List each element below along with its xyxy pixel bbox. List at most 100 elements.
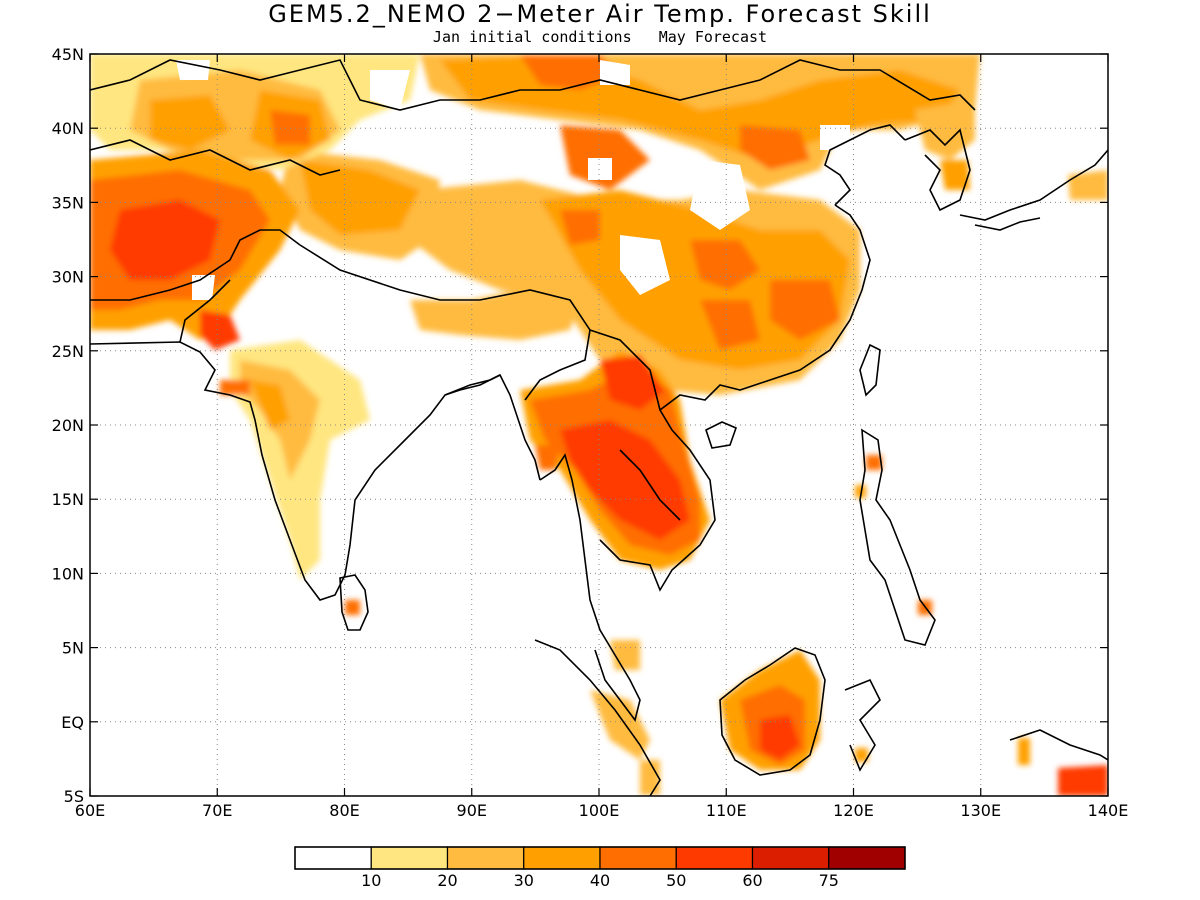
lon-tick-label: 60E xyxy=(75,801,105,820)
lon-tick-label: 90E xyxy=(457,801,487,820)
skill-region xyxy=(760,715,800,760)
grid-lines xyxy=(90,54,1108,796)
lat-tick-label: 15N xyxy=(52,490,84,509)
longitude-labels: 60E 70E 80E 90E 100E 110E 120E 130E 140E xyxy=(75,801,1129,820)
coastline xyxy=(1009,729,1108,761)
skill-region xyxy=(855,748,868,762)
lat-tick-label: EQ xyxy=(61,713,84,732)
skill-region xyxy=(560,420,690,540)
skill-region xyxy=(866,455,882,470)
coastline xyxy=(719,647,826,776)
skill-region xyxy=(560,125,650,190)
skill-region xyxy=(110,200,220,280)
skill-region xyxy=(200,310,240,350)
colorbar-segment xyxy=(751,846,830,870)
low-skill-hole xyxy=(370,70,410,110)
coastline xyxy=(859,428,936,646)
colorbar-label: 40 xyxy=(590,871,610,890)
border xyxy=(90,59,976,111)
coastline xyxy=(859,343,881,397)
colorbar-segment xyxy=(828,846,906,870)
lat-tick-label: 45N xyxy=(52,45,84,64)
lat-tick-label: 10N xyxy=(52,564,84,583)
skill-region xyxy=(300,160,420,235)
border xyxy=(619,449,681,521)
skill-region xyxy=(1018,738,1030,765)
skill-region xyxy=(700,300,760,350)
colorbar-label: 20 xyxy=(437,871,457,890)
lat-tick-label: 5N xyxy=(62,639,84,658)
colorbar-label: 60 xyxy=(742,871,762,890)
skill-region xyxy=(915,100,975,160)
lon-tick-label: 140E xyxy=(1088,801,1129,820)
skill-region xyxy=(220,380,250,395)
border xyxy=(90,139,341,176)
lat-tick-label: 30N xyxy=(52,268,84,287)
lon-tick-label: 70E xyxy=(202,801,232,820)
colorbar-segment xyxy=(294,846,372,870)
low-skill-hole xyxy=(820,125,850,150)
colorbar-segment xyxy=(599,846,677,870)
skill-region xyxy=(1068,170,1108,200)
coastline xyxy=(705,421,738,449)
skill-region xyxy=(270,110,310,145)
coastline xyxy=(534,639,661,796)
skill-region xyxy=(640,760,660,795)
skill-region xyxy=(345,600,360,615)
skill-shading xyxy=(90,54,1108,796)
skill-region xyxy=(590,690,650,760)
skill-region xyxy=(1058,765,1108,796)
skill-region xyxy=(610,640,640,670)
colorbar-label: 75 xyxy=(819,871,839,890)
border xyxy=(589,329,661,411)
skill-region xyxy=(560,210,600,245)
skill-region xyxy=(150,95,230,150)
colorbar-segment xyxy=(370,846,449,870)
coastline xyxy=(844,678,881,772)
border xyxy=(90,229,301,301)
skill-region xyxy=(540,190,850,370)
axis-ticks xyxy=(89,53,1109,797)
colorbar-segment xyxy=(675,846,754,870)
coastline xyxy=(444,374,501,396)
skill-region xyxy=(740,125,810,170)
coastlines xyxy=(90,59,1108,796)
skill-region xyxy=(535,445,560,470)
lon-tick-label: 80E xyxy=(329,801,359,820)
figure-subtitle: Jan initial conditions May Forecast xyxy=(432,28,768,46)
colorbar: 10 20 30 40 50 60 75 xyxy=(294,846,906,890)
coastline xyxy=(339,574,369,631)
colorbar-segment xyxy=(446,846,525,870)
skill-region xyxy=(855,485,866,498)
coastline xyxy=(974,217,1041,231)
border xyxy=(299,244,591,401)
latitude-labels: 45N 40N 35N 30N 25N 20N 15N 10N 5N EQ 5S xyxy=(52,45,84,806)
skill-region xyxy=(940,160,970,190)
low-skill-hole xyxy=(176,60,210,80)
coastline xyxy=(539,453,641,722)
low-skill-hole xyxy=(588,158,612,180)
colorbar-label: 30 xyxy=(514,871,534,890)
lon-tick-label: 100E xyxy=(579,801,620,820)
figure-title: GEM5.2_NEMO 2−Meter Air Temp. Forecast S… xyxy=(268,0,932,28)
skill-region xyxy=(250,380,290,430)
low-skill-hole xyxy=(192,275,215,300)
coastline xyxy=(904,128,971,212)
skill-region xyxy=(690,240,760,290)
skill-region xyxy=(410,290,580,340)
coastline xyxy=(599,204,871,592)
colorbar-segment xyxy=(523,846,601,870)
lon-tick-label: 110E xyxy=(706,801,747,820)
colorbar-label: 10 xyxy=(361,871,381,890)
skill-region xyxy=(770,280,840,340)
lon-tick-label: 130E xyxy=(960,801,1001,820)
lat-tick-label: 35N xyxy=(52,193,84,212)
lat-tick-label: 20N xyxy=(52,416,84,435)
low-skill-hole xyxy=(600,60,630,85)
coastline xyxy=(824,124,906,206)
coastline xyxy=(959,149,1108,221)
lat-tick-label: 40N xyxy=(52,119,84,138)
colorbar-frame xyxy=(294,846,906,870)
